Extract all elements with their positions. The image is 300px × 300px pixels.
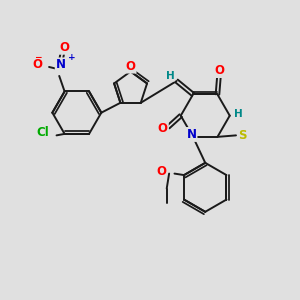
Text: +: + (68, 53, 75, 62)
Text: N: N (56, 58, 66, 71)
Text: O: O (156, 165, 166, 178)
Text: O: O (214, 64, 224, 77)
Text: −: − (34, 52, 42, 62)
Text: O: O (126, 60, 136, 73)
Text: N: N (187, 128, 196, 141)
Text: O: O (33, 58, 43, 71)
Text: H: H (234, 109, 242, 119)
Text: O: O (60, 41, 70, 54)
Text: S: S (238, 129, 247, 142)
Text: H: H (166, 70, 174, 81)
Text: O: O (158, 122, 168, 135)
Text: Cl: Cl (36, 127, 49, 140)
